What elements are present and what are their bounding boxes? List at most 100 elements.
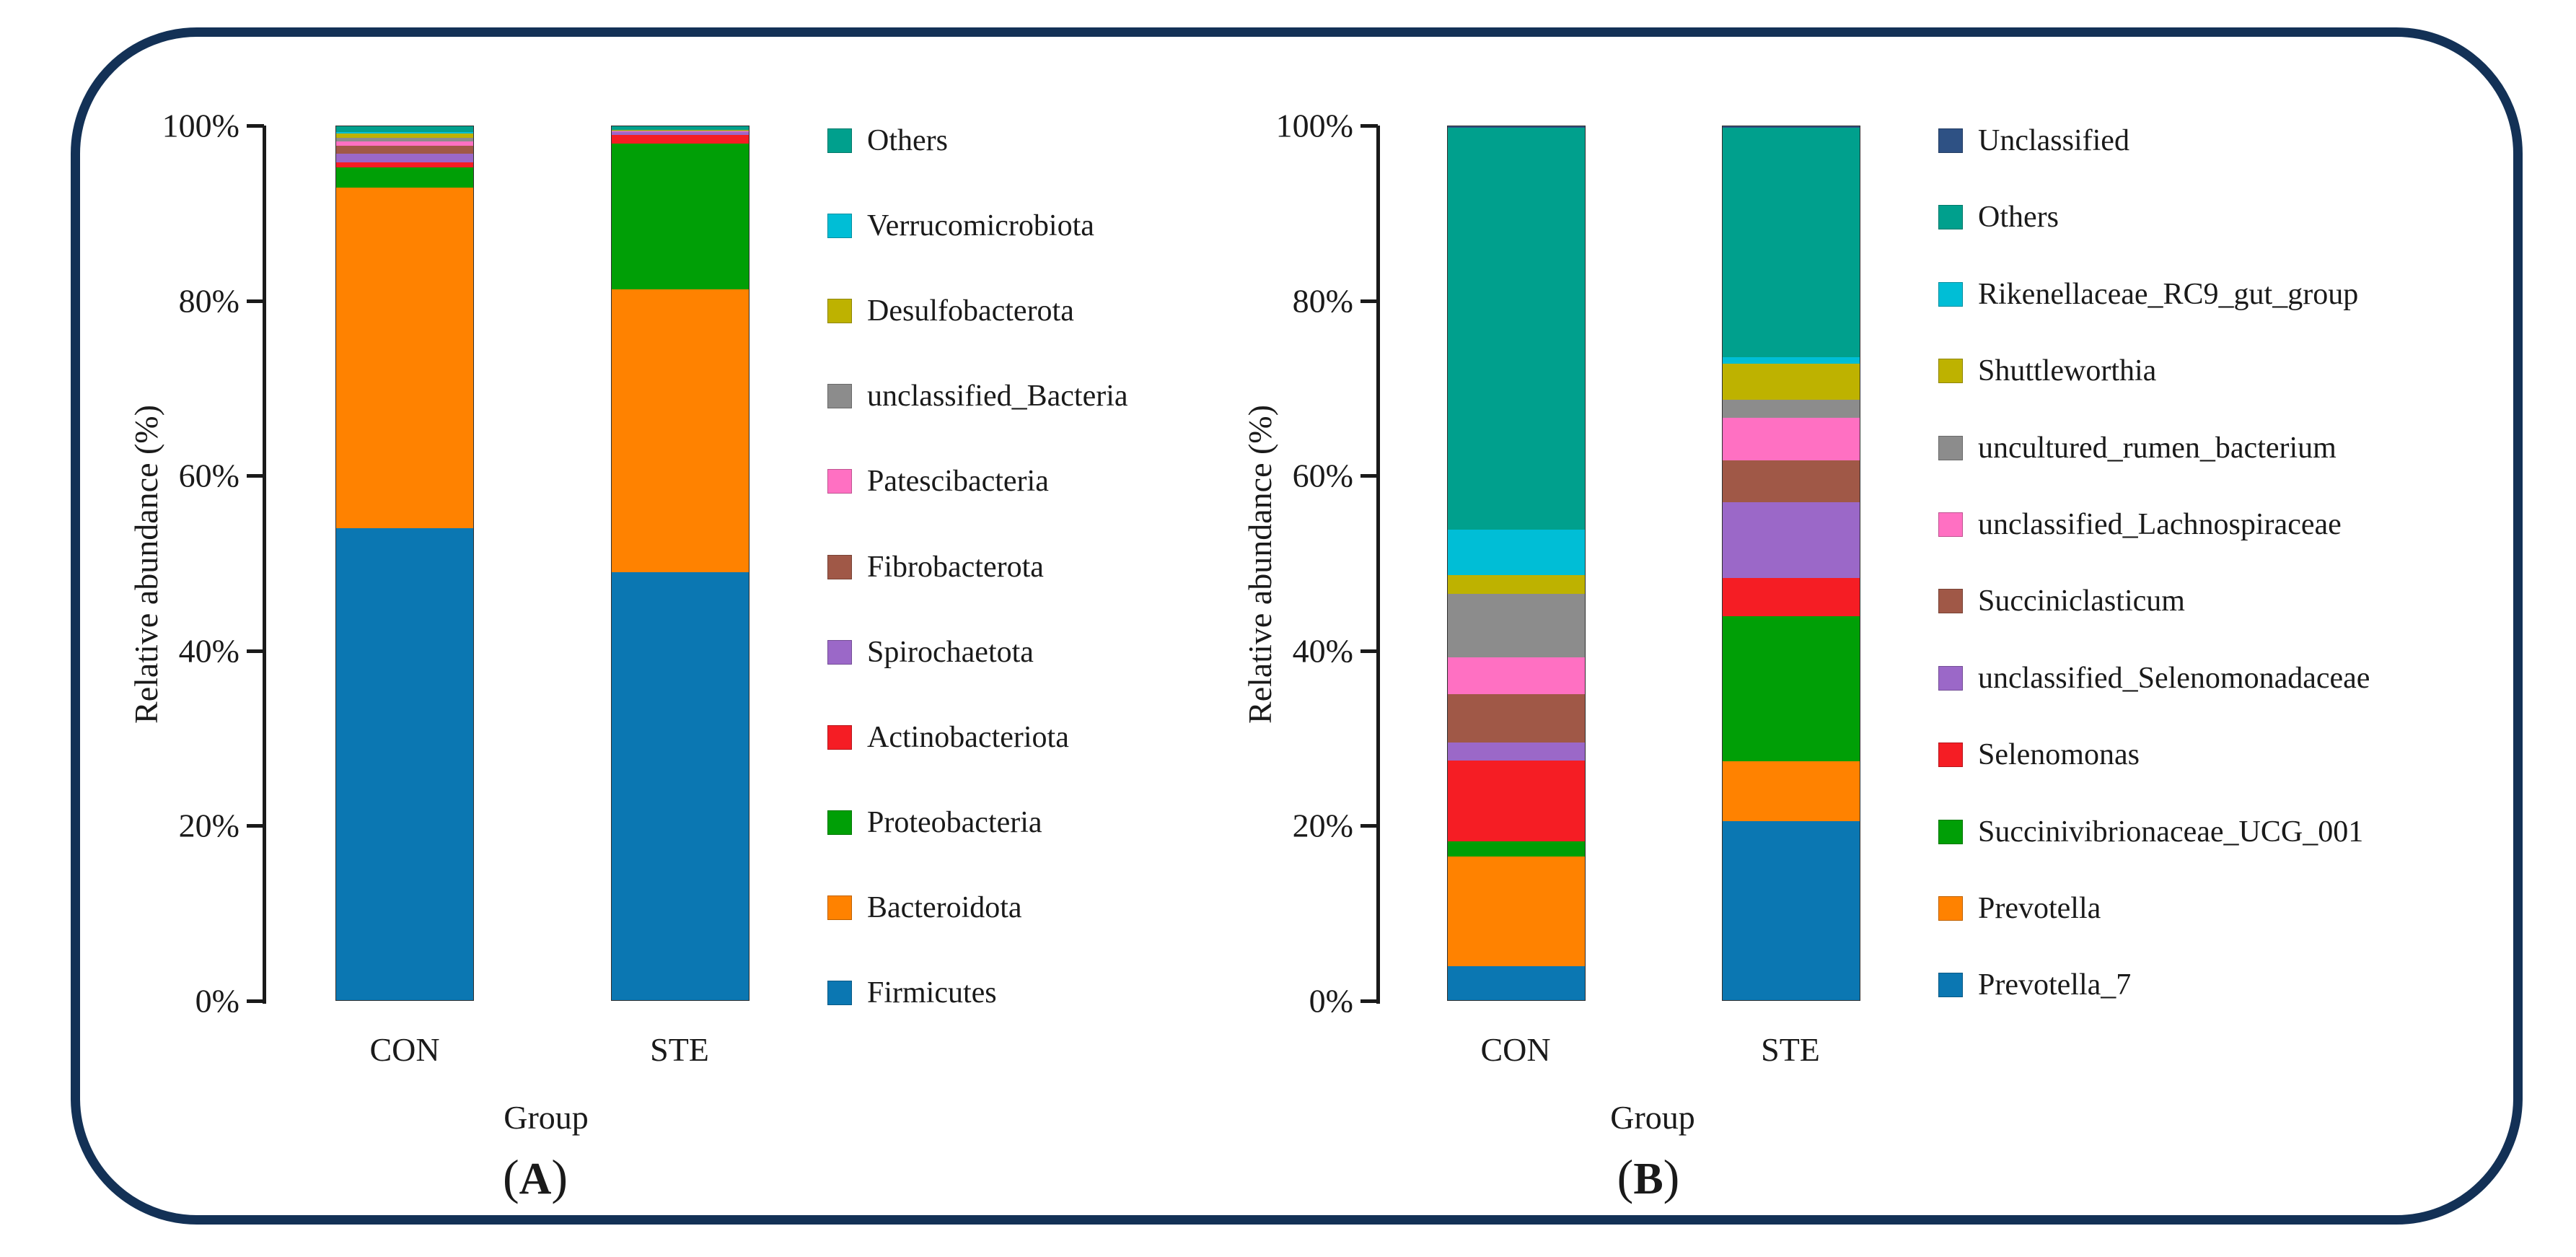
legend-label: Firmicutes <box>867 976 997 1009</box>
panel-a-x-tick-label-ste: STE <box>650 1031 709 1068</box>
panel-b-caption: (B) <box>1533 1149 1764 1206</box>
panel-b-y-tick-label-100: 100% <box>1275 107 1353 144</box>
legend-color-swatch <box>827 299 852 324</box>
panel-b-x-tick-label-con: CON <box>1480 1031 1551 1068</box>
panel-a-bar-con-segment-spirochaetota <box>336 153 473 162</box>
panel-a-bar-con-segment-firmicutes <box>336 528 473 1000</box>
legend-color-swatch <box>1938 281 1963 307</box>
panel-b-bar-ste-segment-uncultured-rumen-bacterium <box>1723 400 1860 419</box>
panel-a-bar-ste-segment-actinobacteriota <box>612 135 749 144</box>
panel-b-y-tick-20 <box>1360 824 1378 828</box>
legend-label: uncultured_rumen_bacterium <box>1978 431 2337 465</box>
panel-b-caption-open-paren: ( <box>1617 1149 1634 1204</box>
legend-color-swatch <box>827 724 852 750</box>
panel-b-bar-ste-segment-rikenellaceae-rc9-gut-group <box>1723 356 1860 364</box>
legend-color-swatch <box>827 128 852 153</box>
panel-a-y-tick-label-100: 100% <box>162 107 239 144</box>
panel-b-bar-con <box>1447 126 1586 1001</box>
panel-b-bar-con-segment-uncultured-rumen-bacterium <box>1448 593 1585 658</box>
panel-a-y-tick-label-20: 20% <box>178 807 239 844</box>
legend-label: Succiniclasticum <box>1978 584 2185 618</box>
panel-b-bar-ste-segment-prevotella-7 <box>1723 820 1860 1000</box>
panel-a-y-tick-40 <box>247 649 264 653</box>
panel-b-y-tick-label-40: 40% <box>1292 632 1353 670</box>
panel-b-caption-close-paren: ) <box>1663 1149 1680 1204</box>
panel-b-bar-ste-segment-unclassified-selenomonadaceae <box>1723 502 1860 579</box>
panel-a-bar-con-segment-fibrobacterota <box>336 145 473 154</box>
legend-color-swatch <box>827 810 852 835</box>
panel-a-bar-ste-segment-fibrobacterota <box>612 131 749 133</box>
panel-b-bar-con-segment-unclassified-lachnospiraceae <box>1448 657 1585 695</box>
legend-color-swatch <box>1938 205 1963 230</box>
legend-color-swatch <box>827 214 852 239</box>
panel-a-y-tick-label-80: 80% <box>178 282 239 320</box>
panel-b-y-axis-title: Relative abundance (%) <box>1241 405 1278 724</box>
legend-color-swatch <box>827 469 852 494</box>
legend-label: Others <box>867 124 948 157</box>
panel-a-bar-ste-segment-patescibacteria <box>612 131 749 132</box>
legend-color-swatch <box>1938 896 1963 921</box>
panel-a-bar-con-segment-unclassified-bacteria <box>336 137 473 141</box>
panel-b-y-tick-40 <box>1360 649 1378 653</box>
panel-a-caption-close-paren: ) <box>551 1149 568 1204</box>
legend-label: Spirochaetota <box>867 635 1034 669</box>
legend-color-swatch <box>1938 512 1963 537</box>
legend-color-swatch <box>827 384 852 409</box>
panel-a-caption: (A) <box>420 1149 651 1206</box>
legend-color-swatch <box>1938 665 1963 691</box>
panel-a-bar-con-segment-others <box>336 126 473 133</box>
panel-b-bar-con-segment-selenomonas <box>1448 761 1585 841</box>
legend-label: unclassified_Bacteria <box>867 380 1128 413</box>
legend-color-swatch <box>1938 359 1963 384</box>
panel-a-y-tick-label-60: 60% <box>178 457 239 494</box>
panel-b-bar-ste-segment-succiniclasticum <box>1723 460 1860 502</box>
panel-b-x-axis-title: Group <box>1610 1099 1695 1136</box>
legend-label: Succinivibrionaceae_UCG_001 <box>1978 815 2364 849</box>
panel-a-y-tick-80 <box>247 299 264 303</box>
panel-a-bar-ste-segment-proteobacteria <box>612 144 749 290</box>
panel-b-bar-ste-segment-shuttleworthia <box>1723 364 1860 400</box>
panel-b-bar-con-segment-prevotella-7 <box>1448 965 1585 1000</box>
panel-b-y-tick-0 <box>1360 999 1378 1003</box>
panel-a-bar-con-segment-actinobacteriota <box>336 162 473 167</box>
panel-a-y-tick-20 <box>247 824 264 828</box>
panel-a-bar-ste-segment-desulfobacterota <box>612 130 749 131</box>
panel-b-caption-letter: B <box>1633 1155 1663 1204</box>
panel-b-bar-con-segment-succiniclasticum <box>1448 694 1585 743</box>
legend-label: Fibrobacterota <box>867 550 1044 584</box>
panel-b-bar-ste <box>1722 126 1860 1001</box>
panel-a-x-axis-title: Group <box>504 1099 589 1136</box>
panel-a-y-axis-line <box>263 126 266 1004</box>
panel-a-x-tick-label-con: CON <box>369 1031 440 1068</box>
legend-label: Others <box>1978 201 2059 235</box>
legend-label: Proteobacteria <box>867 805 1042 839</box>
panel-b-x-tick-label-ste: STE <box>1761 1031 1820 1068</box>
legend-label: Patescibacteria <box>867 465 1049 499</box>
panel-b-bar-ste-segment-unclassified-lachnospiraceae <box>1723 418 1860 460</box>
panel-a-caption-letter: A <box>519 1155 552 1204</box>
legend-label: Rikenellaceae_RC9_gut_group <box>1978 277 2359 311</box>
panel-b-y-tick-label-0: 0% <box>1309 982 1353 1020</box>
panel-a-bar-ste-segment-firmicutes <box>612 571 749 1000</box>
legend-label: Selenomonas <box>1978 738 2140 772</box>
legend-label: Verrucomicrobiota <box>867 209 1094 243</box>
panel-b-bar-ste-segment-prevotella <box>1723 761 1860 821</box>
figure-rounded-border <box>71 27 2523 1225</box>
legend-color-swatch <box>1938 128 1963 153</box>
panel-a-bar-con-segment-patescibacteria <box>336 141 473 146</box>
legend-color-swatch <box>827 554 852 579</box>
panel-b-bar-ste-segment-succinivibrionaceae-ucg-001 <box>1723 616 1860 762</box>
panel-a-bar-ste-segment-verrucomicrobiota <box>612 129 749 131</box>
panel-a-bar-ste-segment-bacteroidota <box>612 289 749 572</box>
panel-a-y-tick-60 <box>247 474 264 478</box>
legend-color-swatch <box>827 639 852 665</box>
panel-a-bar-ste <box>611 126 749 1001</box>
panel-b-y-tick-label-80: 80% <box>1292 282 1353 320</box>
legend-label: Actinobacteriota <box>867 720 1069 754</box>
panel-a-y-axis-title: Relative abundance (%) <box>128 405 164 724</box>
panel-a-y-tick-label-0: 0% <box>195 982 239 1020</box>
panel-a-y-tick-100 <box>247 124 264 128</box>
legend-color-swatch <box>1938 435 1963 460</box>
legend-color-swatch <box>1938 743 1963 768</box>
